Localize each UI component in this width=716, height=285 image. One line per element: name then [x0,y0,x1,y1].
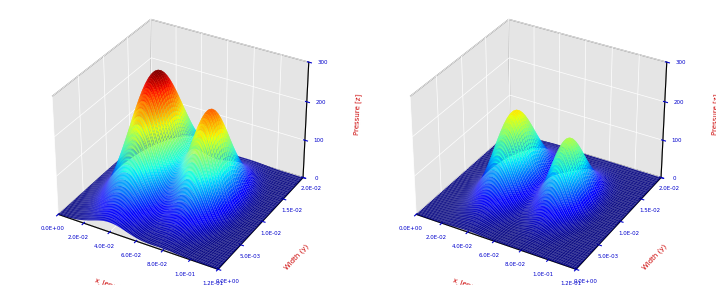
Y-axis label: Width (y): Width (y) [642,243,668,271]
X-axis label: x_length (x): x_length (x) [95,276,136,285]
X-axis label: x_length (x): x_length (x) [453,276,494,285]
Y-axis label: Width (y): Width (y) [284,243,310,271]
